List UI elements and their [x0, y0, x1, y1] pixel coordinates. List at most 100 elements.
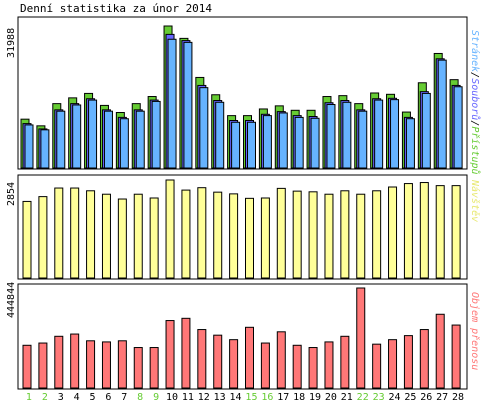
bar-kbytes	[403, 335, 413, 389]
day-label: 7	[121, 392, 127, 403]
bar-visits	[451, 185, 461, 279]
day-label: 17	[277, 392, 289, 403]
bar-kbytes	[260, 342, 270, 389]
bar-visits	[133, 193, 143, 279]
bar-visits	[149, 197, 159, 279]
bar-kbytes	[276, 331, 286, 389]
bar-visits	[22, 200, 32, 279]
bar-pages	[390, 99, 400, 169]
bar-visits	[245, 197, 254, 279]
chart-title: Denní statistika za únor 2014	[20, 2, 213, 15]
day-label: 16	[261, 392, 273, 403]
day-label: 14	[230, 392, 242, 403]
day-label: 13	[214, 392, 226, 403]
bar-visits	[403, 183, 413, 279]
bar-pages	[374, 99, 384, 169]
day-label: 9	[153, 392, 159, 403]
bar-visits	[38, 196, 48, 279]
bar-pages	[40, 129, 50, 169]
bar-visits	[101, 193, 111, 279]
bar-kbytes	[22, 344, 32, 389]
bar-kbytes	[245, 326, 254, 389]
bar-visits	[54, 187, 64, 279]
bar-kbytes	[308, 347, 318, 389]
day-label: 6	[105, 392, 111, 403]
bar-visits	[435, 185, 445, 279]
day-label: 15	[245, 392, 257, 403]
bar-pages	[342, 101, 352, 169]
bar-kbytes	[292, 344, 302, 389]
bar-kbytes	[451, 324, 461, 389]
bar-visits	[86, 190, 96, 279]
bar-pages	[215, 101, 225, 169]
panel-frame-3	[17, 283, 468, 390]
day-label: 11	[182, 392, 194, 403]
day-label: 23	[373, 392, 385, 403]
day-label: 21	[341, 392, 353, 403]
day-label: 28	[452, 392, 464, 403]
day-label: 1	[26, 392, 32, 403]
day-label: 12	[198, 392, 210, 403]
day-label: 10	[166, 392, 178, 403]
bar-visits	[117, 198, 127, 279]
bar-visits	[165, 179, 175, 279]
bar-kbytes	[101, 341, 111, 389]
bar-kbytes	[435, 313, 445, 389]
day-label: 20	[325, 392, 337, 403]
bar-kbytes	[356, 287, 366, 389]
bar-pages	[119, 118, 129, 169]
bar-kbytes	[133, 347, 143, 389]
day-label: 24	[388, 392, 400, 403]
bar-visits	[419, 182, 429, 279]
day-label: 22	[357, 392, 369, 403]
day-label: 3	[58, 392, 64, 403]
bar-visits	[70, 187, 80, 279]
bar-visits	[308, 191, 318, 279]
bar-visits	[213, 191, 223, 279]
bar-visits	[356, 193, 366, 279]
day-label: 26	[420, 392, 432, 403]
bar-pages	[278, 112, 288, 169]
bar-pages	[358, 110, 368, 169]
day-label: 27	[436, 392, 448, 403]
day-label: 5	[90, 392, 96, 403]
bar-visits	[340, 190, 350, 279]
bar-kbytes	[419, 329, 429, 389]
bar-visits	[197, 187, 207, 279]
bar-kbytes	[181, 317, 191, 389]
bar-pages	[247, 121, 256, 169]
bar-pages	[88, 99, 98, 169]
bar-kbytes	[372, 343, 382, 389]
bar-pages	[167, 38, 177, 169]
bar-pages	[183, 41, 193, 169]
bar-pages	[294, 116, 304, 169]
day-label: 8	[137, 392, 143, 403]
bar-kbytes	[70, 333, 80, 389]
bar-visits	[260, 197, 270, 279]
bar-pages	[56, 110, 66, 169]
bar-kbytes	[388, 339, 398, 389]
bar-visits	[181, 189, 191, 279]
bar-kbytes	[213, 334, 223, 389]
bar-pages	[405, 118, 415, 169]
bar-visits	[292, 190, 302, 279]
bar-pages	[326, 104, 336, 169]
day-label: 2	[42, 392, 48, 403]
bar-pages	[151, 100, 161, 169]
bar-kbytes	[54, 335, 64, 389]
bar-visits	[229, 193, 239, 279]
bar-pages	[72, 104, 82, 169]
bar-kbytes	[117, 340, 127, 389]
bar-pages	[135, 110, 145, 169]
bar-kbytes	[324, 341, 334, 389]
bar-kbytes	[229, 339, 239, 389]
bar-pages	[453, 86, 463, 169]
panel-frame-1	[17, 16, 468, 170]
bar-kbytes	[340, 335, 350, 389]
bar-visits	[324, 193, 334, 279]
bar-pages	[231, 121, 241, 169]
bar-pages	[310, 117, 320, 169]
bar-kbytes	[86, 340, 96, 389]
bar-pages	[421, 92, 431, 169]
